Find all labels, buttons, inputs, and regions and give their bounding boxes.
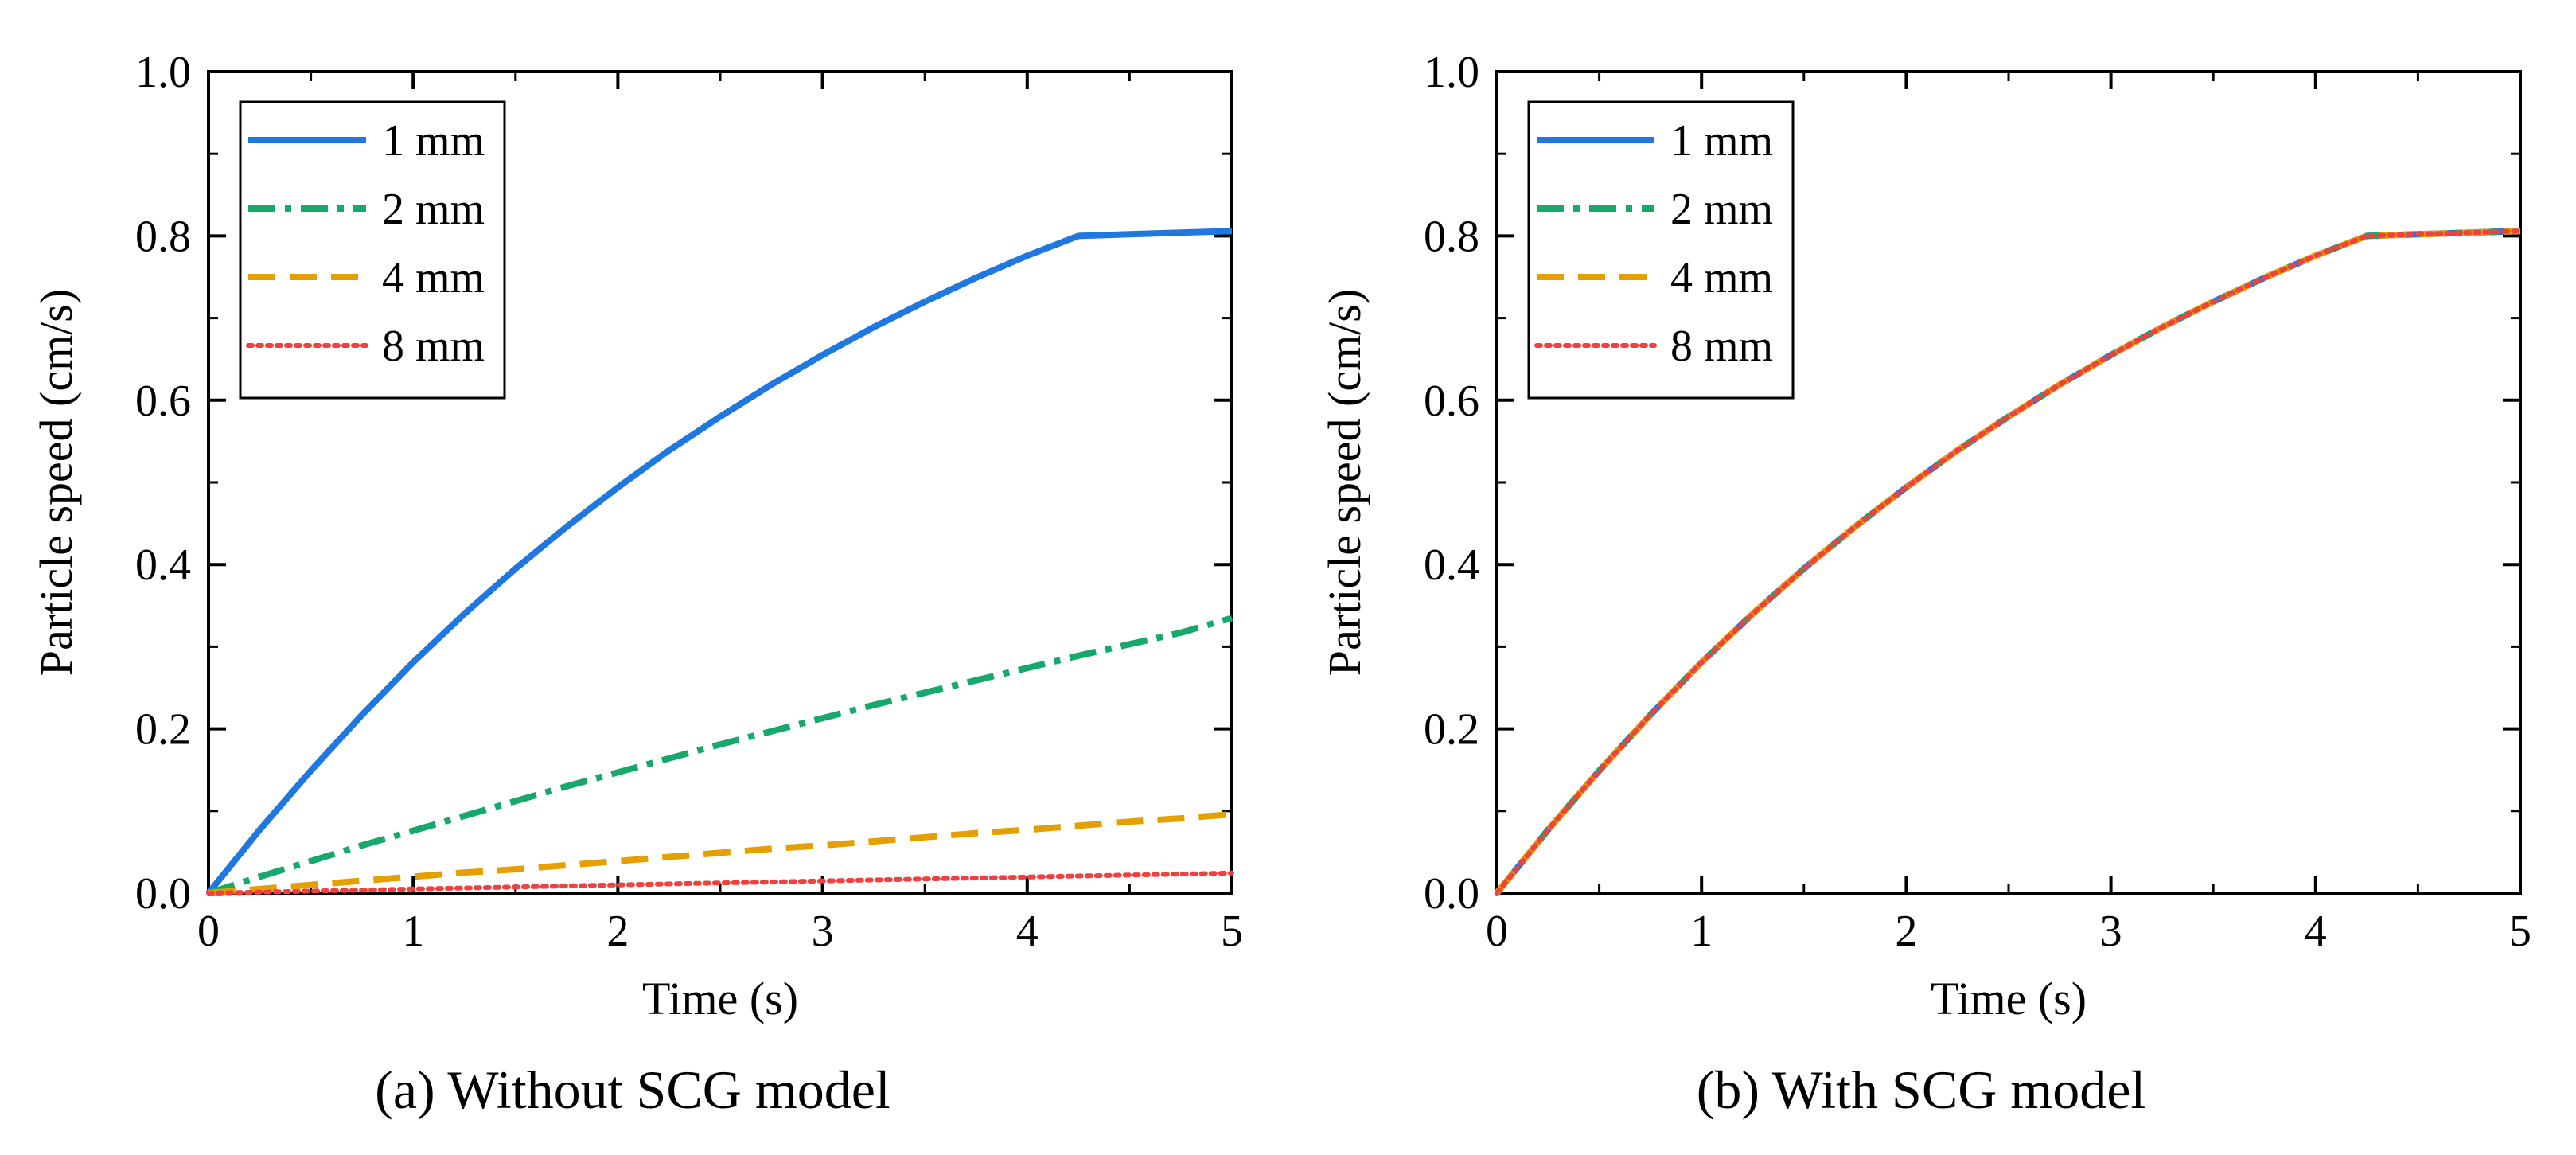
- x-tick-label: 2: [1895, 907, 1917, 956]
- y-tick-label: 0.6: [135, 377, 191, 426]
- y-axis-title: Particle speed (cm/s): [30, 289, 82, 676]
- series-line-2mm: [207, 615, 1233, 896]
- legend-entry: 4 mm: [248, 253, 485, 302]
- series-group: [1494, 228, 2523, 896]
- series-line-1mm: [205, 228, 1233, 896]
- legend-label: 8 mm: [382, 322, 485, 371]
- series-line-8mm: [1495, 228, 2523, 896]
- legend: 1 mm 2 mm 4 mm 8 mm: [1527, 100, 1795, 400]
- legend-entry: 8 mm: [1534, 322, 1773, 371]
- y-tick-label: 0.8: [135, 212, 191, 261]
- legend-label: 8 mm: [1670, 322, 1773, 371]
- series-line-4mm: [208, 810, 1233, 896]
- y-tick-label: 1.0: [1424, 48, 1479, 97]
- panel-b: 0.0 0.2 0.4 0.6 0.8 1.0 0 1 2 3 4 5 Time (s) Parti…: [1319, 48, 2531, 1120]
- legend-entry: 2 mm: [248, 185, 485, 234]
- legend-label: 1 mm: [382, 116, 485, 166]
- x-tick-label: 1: [402, 907, 424, 956]
- legend-label: 2 mm: [382, 185, 485, 234]
- legend-box: [239, 100, 506, 400]
- x-tick-label: 3: [2100, 907, 2122, 956]
- legend-label: 2 mm: [1670, 185, 1773, 234]
- x-tick-label: 0: [197, 907, 220, 956]
- legend-entry: 2 mm: [1537, 185, 1773, 234]
- y-tick-label: 1.0: [135, 48, 191, 97]
- x-tick-label: 5: [2509, 907, 2531, 956]
- x-tick-label: 3: [812, 907, 834, 956]
- legend: 1 mm 2 mm 4 mm 8 mm: [239, 100, 506, 400]
- x-tick-label: 1: [1690, 907, 1713, 956]
- legend-entry: 1 mm: [1537, 116, 1773, 166]
- panel-caption: (b) With SCG model: [1697, 1059, 2146, 1120]
- x-tick-label: 0: [1486, 907, 1508, 956]
- y-tick-label: 0.8: [1424, 212, 1479, 261]
- legend-label: 4 mm: [382, 253, 485, 302]
- x-ticks: 0 1 2 3 4 5: [197, 72, 1243, 956]
- legend-label: 1 mm: [1670, 116, 1773, 166]
- legend-entry: 4 mm: [1537, 253, 1773, 302]
- x-axis-title: Time (s): [642, 973, 798, 1024]
- x-tick-label: 4: [2305, 907, 2327, 956]
- legend-entries: 1 mm 2 mm 4 mm 8 mm: [246, 116, 485, 371]
- y-axis-title: Particle speed (cm/s): [1319, 289, 1370, 676]
- y-tick-label: 0.4: [135, 540, 191, 590]
- x-tick-label: 2: [606, 907, 629, 956]
- x-axis-title: Time (s): [1931, 973, 2087, 1024]
- y-tick-label: 0.2: [135, 705, 191, 755]
- legend-entry: 1 mm: [248, 116, 485, 166]
- legend-box: [1527, 100, 1795, 400]
- y-tick-label: 0.2: [1424, 705, 1479, 755]
- y-ticks: 0.0 0.2 0.4 0.6 0.8 1.0: [1424, 48, 2520, 919]
- y-ticks: 0.0 0.2 0.4 0.6 0.8 1.0: [135, 48, 1232, 919]
- panel-caption: (a) Without SCG model: [375, 1059, 890, 1120]
- series-line-8mm: [206, 870, 1234, 896]
- y-tick-label: 0.6: [1424, 377, 1479, 426]
- legend-label: 4 mm: [1670, 253, 1773, 302]
- x-tick-label: 5: [1221, 907, 1243, 956]
- legend-entries: 1 mm 2 mm 4 mm 8 mm: [1534, 116, 1773, 371]
- series-group: [205, 228, 1234, 896]
- y-tick-label: 0.0: [135, 869, 191, 919]
- y-tick-label: 0.4: [1424, 540, 1479, 590]
- x-tick-label: 4: [1016, 907, 1039, 956]
- y-tick-label: 0.0: [1424, 869, 1479, 919]
- x-ticks: 0 1 2 3 4 5: [1486, 72, 2531, 956]
- legend-entry: 8 mm: [246, 322, 485, 371]
- panel-a: 0.0 0.2 0.4 0.6 0.8 1.0 0 1 2 3 4 5 Time (s) Parti…: [30, 48, 1243, 1120]
